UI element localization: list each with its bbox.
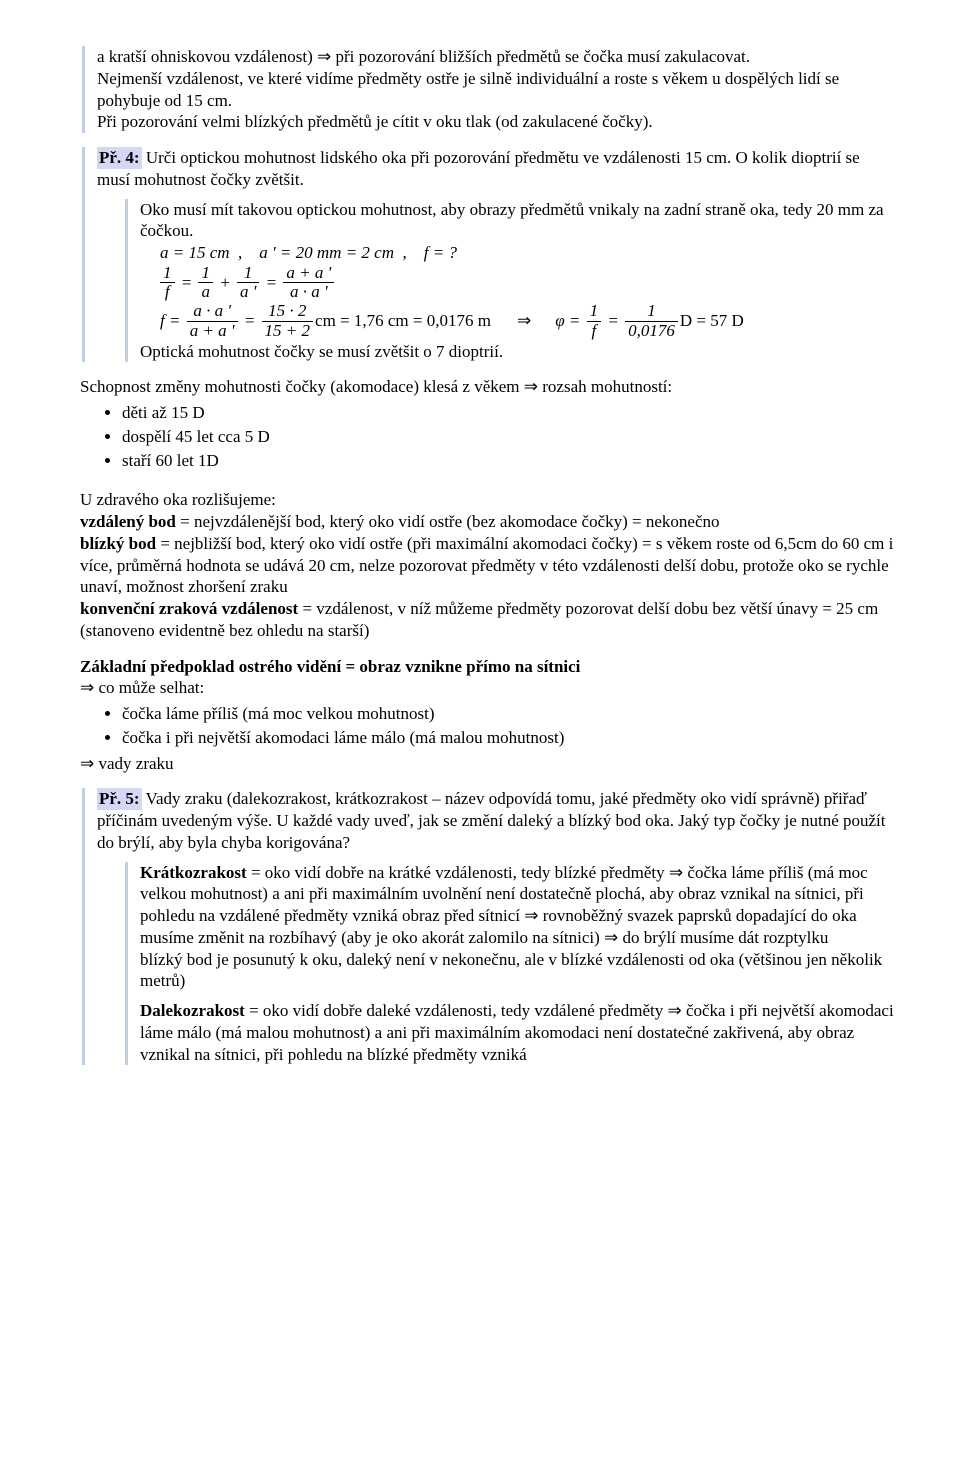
assumption-block: Základní předpoklad ostrého vidění = obr… [80,656,896,775]
given-f: f = ? [424,243,457,262]
example-answer: Krátkozrakost = oko vidí dobře na krátké… [125,862,896,1066]
paragraph: blízký bod je posunutý k oku, daleký nen… [140,949,896,993]
definition: = nejbližší bod, který oko vidí ostře (p… [80,534,893,597]
list-item: dospělí 45 let cca 5 D [122,426,896,448]
paragraph: U zdravého oka rozlišujeme: [80,489,896,511]
list-item: staří 60 let 1D [122,450,896,472]
definition-line: konvenční zraková vzdálenost = vzdálenos… [80,598,896,642]
heading: Základní předpoklad ostrého vidění = obr… [80,656,896,678]
definition-line: Krátkozrakost = oko vidí dobře na krátké… [140,862,896,949]
definition-line: Dalekozrakost = oko vidí dobře daleké vz… [140,1000,896,1065]
definition-line: vzdálený bod = nejvzdálenější bod, který… [80,511,896,533]
example-answer: Oko musí mít takovou optickou mohutnost,… [125,199,896,363]
question-text: Urči optickou mohutnost lidského oka při… [97,148,860,189]
definition-line: blízký bod = nejbližší bod, který oko vi… [80,533,896,598]
given-values: a = 15 cm , a ' = 20 mm = 2 cm , f = ? [160,242,896,264]
answer-text: Oko musí mít takovou optickou mohutnost,… [140,199,896,243]
equation-2: f = a · a 'a + a ' = 15 · 215 + 2 cm = 1… [160,302,896,340]
equation-1: 1f = 1a + 1a ' = a + a 'a · a ' [160,264,896,302]
term: Krátkozrakost [140,863,247,882]
definition: = oko vidí dobře daleké vzdálenosti, ted… [140,1001,894,1064]
definition: = oko vidí dobře na krátké vzdálenosti, … [140,863,868,947]
list-item: čočka láme příliš (má moc velkou mohutno… [122,703,896,725]
term: konvenční zraková vzdálenost [80,599,298,618]
example-question: Př. 5: Vady zraku (dalekozrakost, krátko… [97,788,896,853]
answer-conclusion: Optická mohutnost čočky se musí zvětšit … [140,341,896,363]
fail-list: čočka láme příliš (má moc velkou mohutno… [104,703,896,749]
example-question: Př. 4: Urči optickou mohutnost lidského … [97,147,896,191]
healthy-eye-block: U zdravého oka rozlišujeme: vzdálený bod… [80,489,896,641]
lead: ⇒ co může selhat: [80,677,896,699]
given-aprime: a ' = 20 mm = 2 cm [259,243,394,262]
example-label: Př. 5: [97,788,142,810]
example-5: Př. 5: Vady zraku (dalekozrakost, krátko… [82,788,896,1065]
given-a: a = 15 cm [160,243,230,262]
example-4: Př. 4: Urči optickou mohutnost lidského … [82,147,896,362]
paragraph: a kratší ohniskovou vzdálenost) ⇒ při po… [97,46,896,68]
list-item: čočka i při největší akomodaci láme málo… [122,727,896,749]
paragraph: Nejmenší vzdálenost, ve které vidíme pře… [97,68,896,112]
definition: = nejvzdálenější bod, který oko vidí ost… [176,512,720,531]
list-item: děti až 15 D [122,402,896,424]
example-label: Př. 4: [97,147,142,169]
term: vzdálený bod [80,512,176,531]
term: blízký bod [80,534,156,553]
term: Dalekozrakost [140,1001,245,1020]
accommodation-list: děti až 15 D dospělí 45 let cca 5 D stař… [104,402,896,471]
trail: ⇒ vady zraku [80,753,896,775]
paragraph: Při pozorování velmi blízkých předmětů j… [97,111,896,133]
continuation-block: a kratší ohniskovou vzdálenost) ⇒ při po… [82,46,896,133]
question-text: Vady zraku (dalekozrakost, krátkozrakost… [97,789,886,852]
accommodation-paragraph: Schopnost změny mohutnosti čočky (akomod… [80,376,896,398]
